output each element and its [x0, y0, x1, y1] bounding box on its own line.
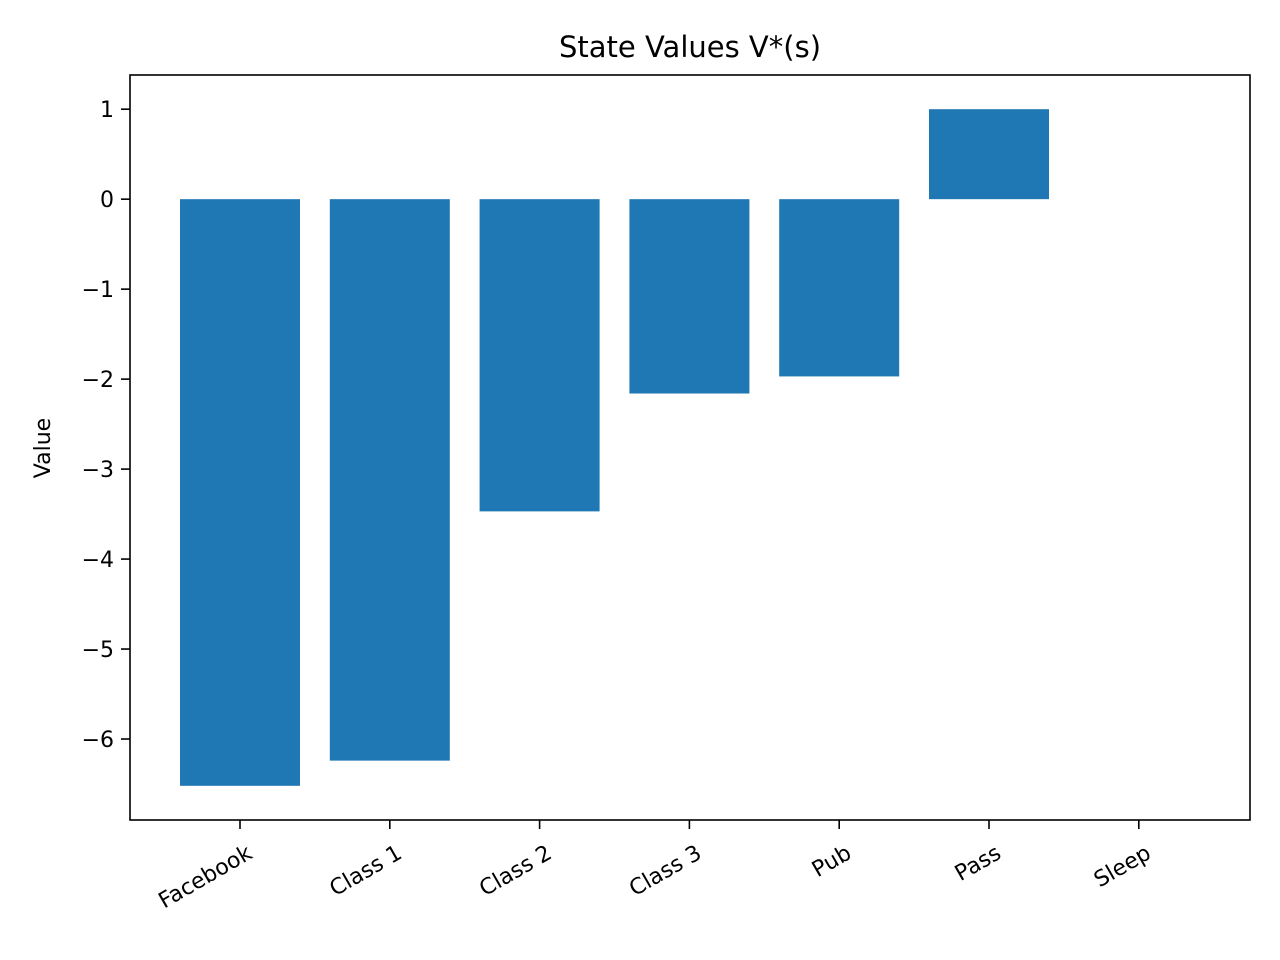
- y-tick-label: 1: [100, 98, 114, 123]
- bar-facebook: [180, 199, 300, 786]
- y-tick-label: −3: [82, 458, 114, 483]
- x-tick-label: Pub: [808, 841, 856, 883]
- y-tick-label: −6: [82, 728, 114, 753]
- x-tick-label: Class 1: [326, 841, 407, 902]
- bars-layer: [180, 109, 1049, 786]
- x-tick-label: Sleep: [1090, 841, 1155, 893]
- bar-class-1: [329, 199, 450, 761]
- bar-class-3: [629, 199, 750, 394]
- x-tick-label: Pass: [951, 841, 1006, 887]
- y-tick-label: −4: [82, 548, 114, 573]
- chart-title: State Values V*(s): [559, 30, 821, 64]
- y-tick-label: −1: [82, 278, 114, 303]
- bar-pass: [929, 109, 1049, 200]
- bar-class-2: [479, 199, 600, 512]
- y-tick-label: 0: [100, 188, 114, 213]
- bar-pub: [779, 199, 900, 377]
- y-tick-label: −5: [82, 638, 114, 663]
- y-tick-label: −2: [82, 368, 114, 393]
- x-tick-label: Class 3: [625, 841, 706, 902]
- y-axis-label: Value: [31, 418, 56, 478]
- x-tick-label: Class 2: [475, 841, 556, 902]
- x-tick-label: Facebook: [155, 841, 257, 914]
